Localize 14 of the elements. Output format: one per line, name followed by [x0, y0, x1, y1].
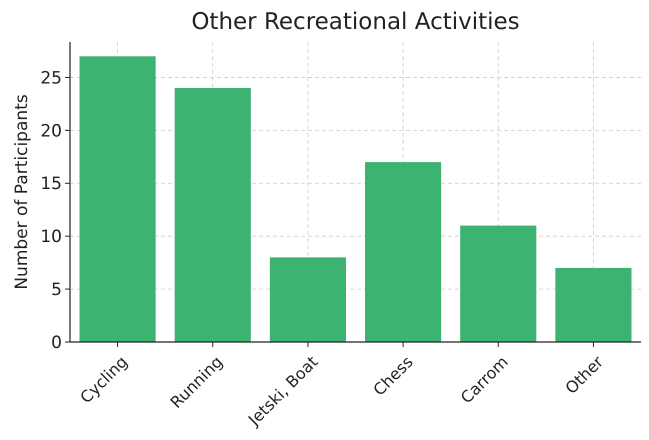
- y-axis-title: Number of Participants: [12, 94, 32, 290]
- bar: [555, 268, 632, 342]
- y-tick-label: 25: [40, 68, 62, 88]
- y-tick-label: 10: [40, 227, 62, 248]
- y-tick-label: 15: [40, 174, 62, 194]
- bar: [460, 226, 536, 342]
- bar: [174, 88, 251, 342]
- bar: [80, 56, 156, 342]
- bar: [270, 257, 346, 342]
- y-tick-label: 20: [40, 121, 62, 142]
- bar: [365, 162, 442, 342]
- y-tick-label: 5: [51, 280, 62, 300]
- y-tick-label: 0: [51, 332, 62, 353]
- chart-title: Other Recreational Activities: [191, 9, 520, 35]
